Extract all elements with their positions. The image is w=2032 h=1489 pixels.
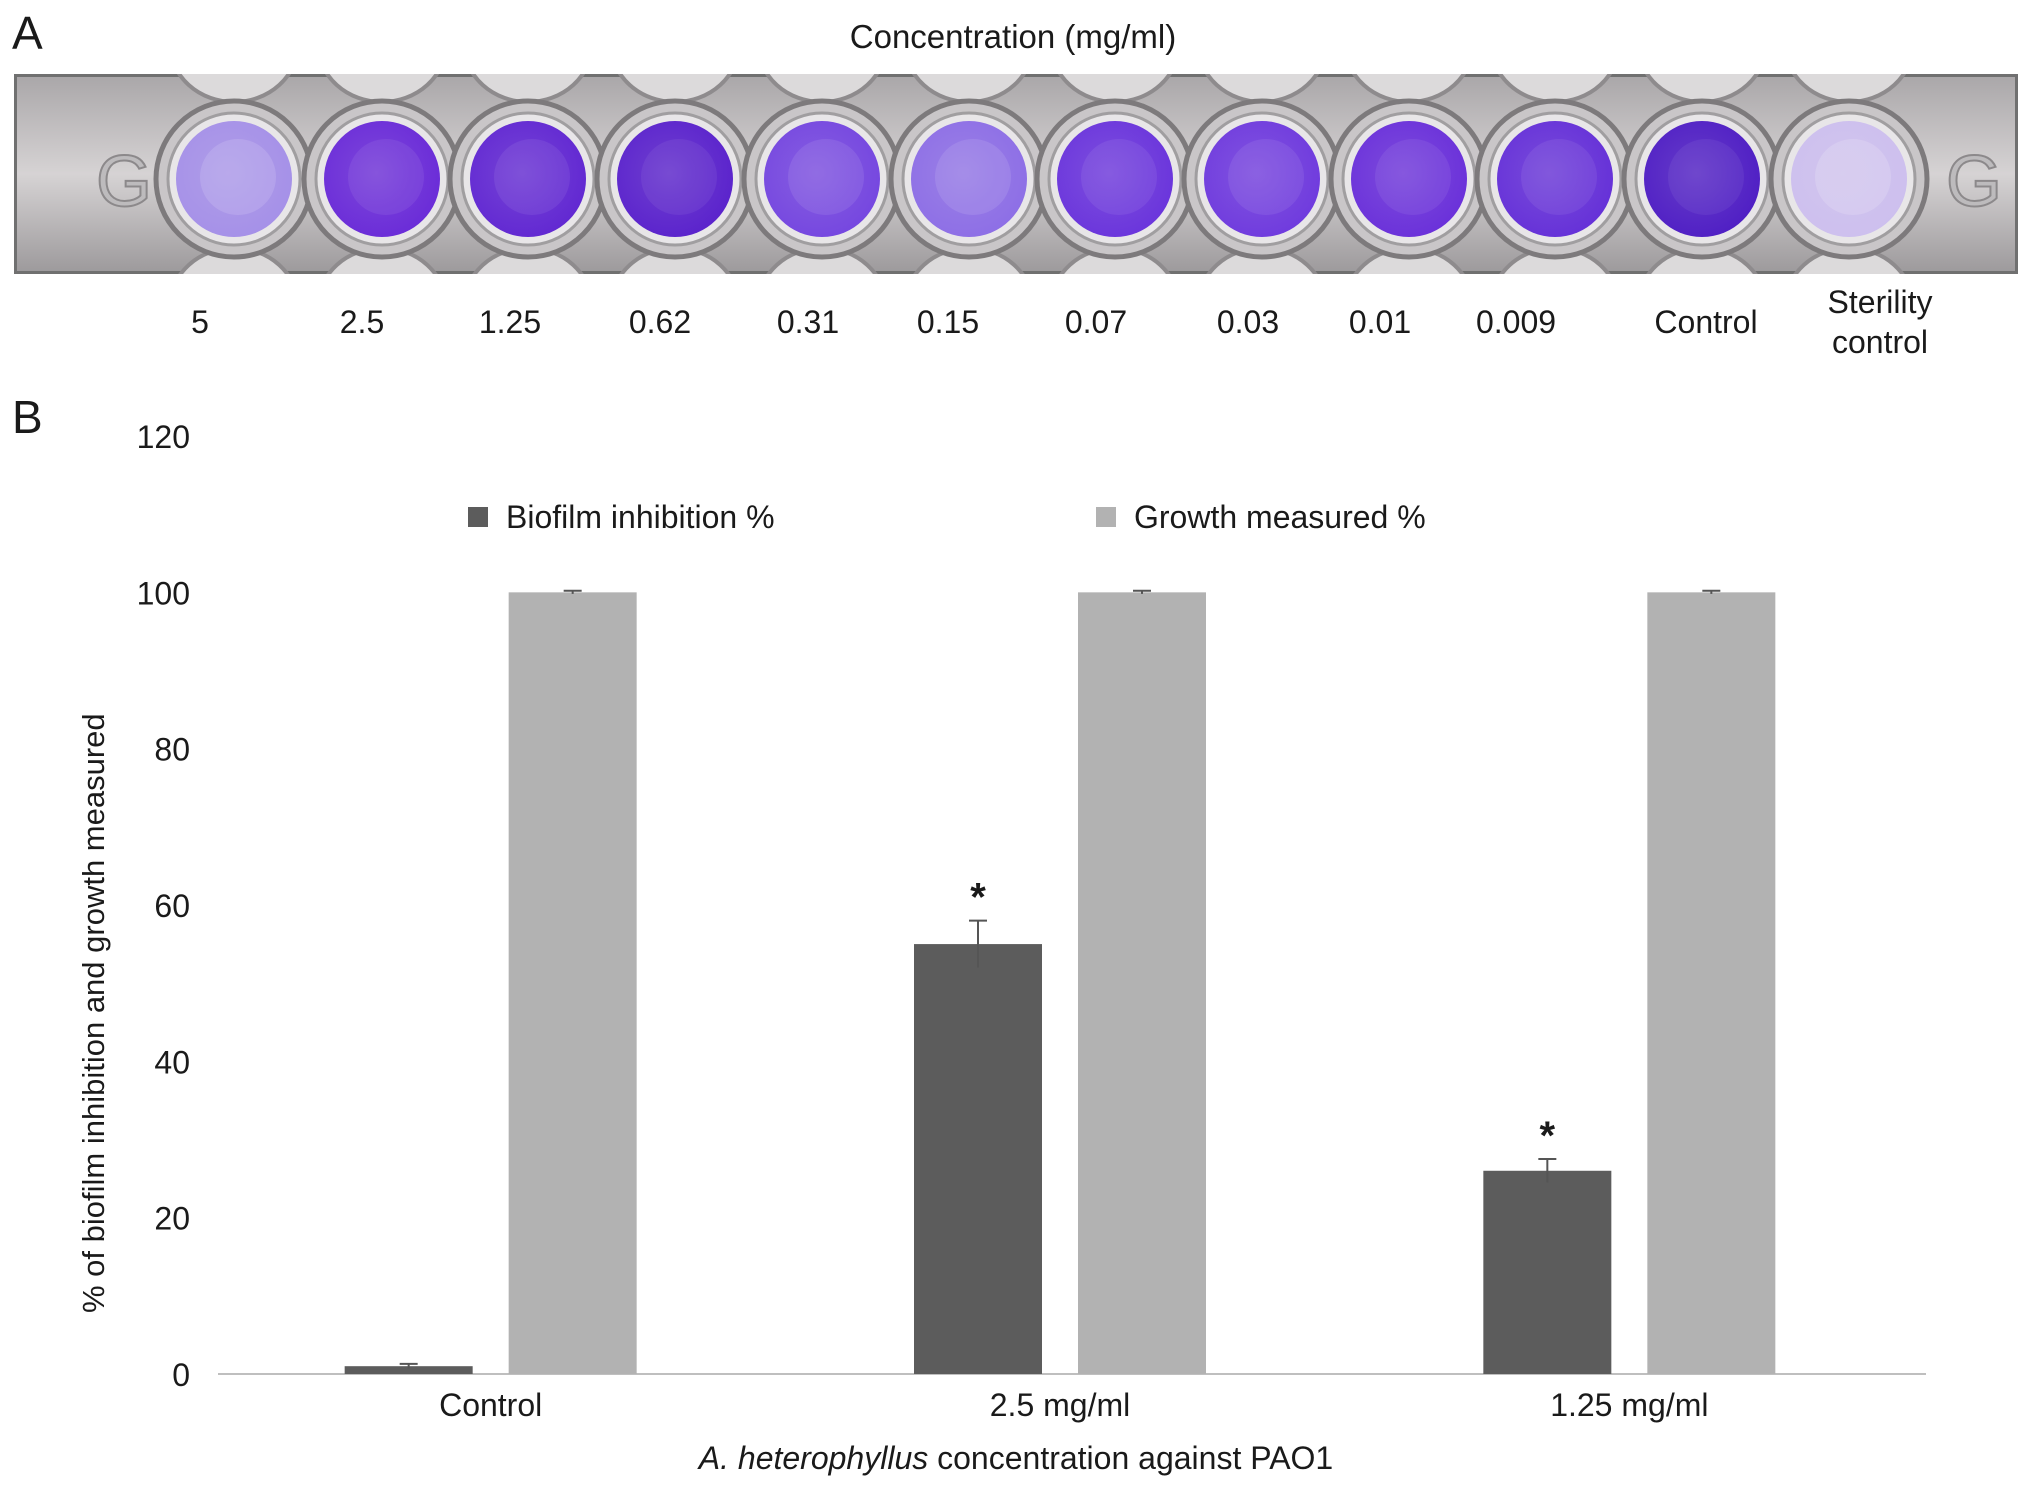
legend-item: Growth measured %	[1096, 499, 1426, 535]
plate-well	[1328, 74, 1490, 274]
y-tick-label: 20	[154, 1201, 190, 1237]
legend-label: Biofilm inhibition %	[506, 499, 775, 535]
bar	[914, 944, 1042, 1374]
y-tick-label: 40	[154, 1044, 190, 1080]
bar	[508, 592, 637, 1374]
concentration-label: Control	[1654, 304, 1758, 340]
well-stain	[1351, 121, 1467, 237]
panel-a-letter: A	[12, 7, 43, 59]
concentration-label: 0.01	[1348, 304, 1412, 340]
well-stain	[1644, 121, 1760, 237]
well-stain	[324, 121, 440, 237]
concentration-label: 5	[191, 304, 209, 340]
legend-swatch	[468, 507, 488, 527]
concentration-label: 0.07	[1064, 304, 1128, 340]
plate-mark-right: G	[1946, 142, 2002, 222]
plate-title: Concentration (mg/ml)	[0, 18, 2032, 56]
well-stain	[470, 121, 586, 237]
concentration-label: 0.15	[916, 304, 980, 340]
well-stain	[1791, 121, 1907, 237]
bar-chart: 0 20 40 60 80 100 120 % of biofilm inhibition a…	[76, 419, 1926, 1423]
concentration-label: 1.25	[478, 304, 542, 340]
y-tick-label: 0	[172, 1357, 190, 1393]
well-stain	[176, 121, 292, 237]
y-axis-label: % of biofilm inhibition and growth measu…	[76, 713, 111, 1313]
concentration-label: 0.62	[628, 304, 692, 340]
panel-b-letter: B	[12, 391, 43, 443]
concentration-label: 0.009	[1475, 304, 1557, 340]
plate-well	[1768, 74, 1930, 274]
plate-well	[741, 74, 903, 274]
x-tick-label: Control	[439, 1387, 542, 1423]
x-axis-label: A. heterophyllus concentration against P…	[0, 1440, 2032, 1477]
x-axis-label-rest: concentration against PAO1	[928, 1440, 1334, 1476]
significance-marker: *	[1540, 1114, 1556, 1158]
y-tick-label: 80	[154, 732, 190, 768]
plate-well	[1181, 74, 1343, 274]
y-tick-label: 120	[137, 419, 190, 455]
bar	[1078, 592, 1206, 1374]
well-stain	[1204, 121, 1320, 237]
plate-title-text: Concentration (mg/ml)	[849, 18, 1177, 55]
plate-well	[1034, 74, 1196, 274]
well-stain	[764, 121, 880, 237]
plate-well	[888, 74, 1050, 274]
x-tick-label: 2.5 mg/ml	[990, 1387, 1130, 1423]
concentration-label: Sterility control	[1800, 282, 1960, 362]
well-stain	[617, 121, 733, 237]
legend-item: Biofilm inhibition %	[468, 499, 775, 535]
concentration-label: 2.5	[339, 304, 385, 340]
legend-swatch	[1096, 507, 1116, 527]
plate-well	[1621, 74, 1783, 274]
x-axis-label-species: A. heterophyllus	[698, 1440, 929, 1476]
well-stain	[911, 121, 1027, 237]
plate-well	[153, 74, 315, 274]
well-stain	[1497, 121, 1613, 237]
plate-well	[594, 74, 756, 274]
concentration-label: 0.03	[1216, 304, 1280, 340]
legend-label: Growth measured %	[1134, 499, 1426, 535]
x-tick-label: 1.25 mg/ml	[1550, 1387, 1708, 1423]
bar	[1483, 1170, 1612, 1374]
plate-well	[301, 74, 463, 274]
concentration-label-line: Sterility	[1827, 284, 1933, 320]
bar	[1647, 592, 1776, 1374]
significance-marker: *	[970, 876, 986, 920]
concentration-label: 0.31	[776, 304, 840, 340]
bar	[344, 1366, 473, 1374]
plate-mark-left: G	[96, 142, 152, 222]
concentration-label-line: control	[1831, 324, 1929, 360]
y-tick-label: 100	[137, 575, 190, 611]
y-tick-label: 60	[154, 888, 190, 924]
plate-well	[1474, 74, 1636, 274]
well-stain	[1057, 121, 1173, 237]
